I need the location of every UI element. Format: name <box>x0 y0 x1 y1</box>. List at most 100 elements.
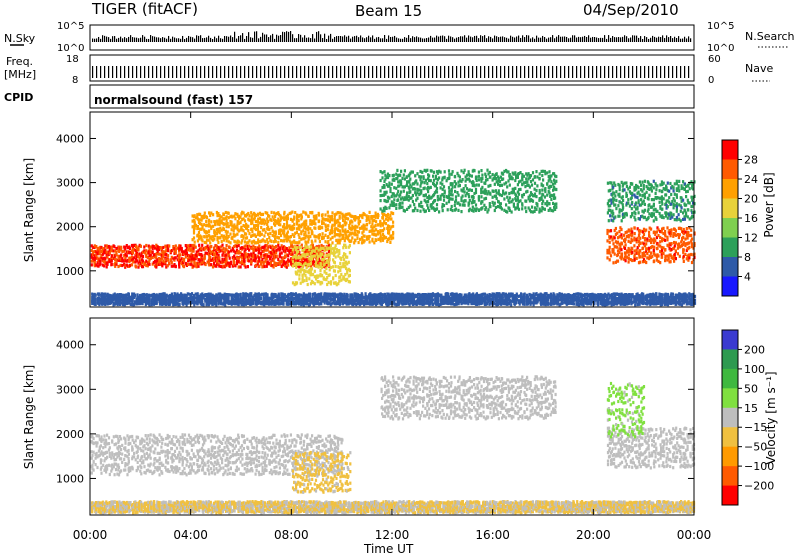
data-cell <box>204 251 207 255</box>
data-cell <box>395 203 398 207</box>
data-cell <box>205 241 208 245</box>
data-cell <box>403 169 406 173</box>
nsky-bar <box>412 36 414 42</box>
data-cell <box>268 214 271 218</box>
data-cell <box>345 236 348 240</box>
data-cell <box>481 185 484 189</box>
data-cell <box>435 190 439 194</box>
data-cell <box>92 294 95 299</box>
data-cell <box>259 300 263 305</box>
data-cell <box>690 237 694 241</box>
data-cell <box>111 296 114 300</box>
data-cell <box>481 190 484 194</box>
data-cell <box>227 297 230 301</box>
data-cell <box>682 217 685 221</box>
data-cell <box>421 170 424 174</box>
data-cell <box>332 249 336 253</box>
data-cell <box>348 223 351 228</box>
data-cell <box>190 259 193 264</box>
data-cell <box>293 239 296 243</box>
data-cell <box>641 252 644 256</box>
nsky-bar <box>324 33 326 42</box>
data-cell <box>477 178 481 182</box>
data-cell <box>158 257 161 261</box>
data-cell <box>156 297 159 301</box>
data-cell <box>295 220 298 224</box>
data-cell <box>329 282 332 286</box>
data-cell <box>224 210 227 215</box>
nsky-bar <box>504 37 506 42</box>
data-cell <box>322 245 325 249</box>
data-cell <box>106 246 109 250</box>
data-cell <box>246 258 249 263</box>
data-cell <box>257 213 260 217</box>
data-cell <box>299 267 302 272</box>
data-cell <box>291 295 294 299</box>
data-cell <box>636 207 639 211</box>
nsky-bar <box>474 35 476 42</box>
nsky-bar <box>414 37 416 42</box>
data-cell <box>430 206 433 210</box>
data-cell <box>321 258 324 262</box>
data-cell <box>438 176 441 180</box>
data-cell <box>279 215 283 219</box>
nsky-bar <box>530 38 532 42</box>
data-cell <box>633 244 636 248</box>
data-cell <box>291 258 294 262</box>
data-cell <box>448 172 451 176</box>
data-cell <box>298 236 301 240</box>
data-cell <box>650 240 653 245</box>
data-cell <box>201 214 204 219</box>
data-cell <box>235 259 239 263</box>
freq-bar <box>236 66 238 78</box>
freq-bar <box>512 66 514 78</box>
nsky-bar <box>576 37 578 42</box>
data-cell <box>427 190 430 194</box>
nsky-bar <box>374 38 376 42</box>
data-cell <box>623 188 626 192</box>
freq-bar <box>620 66 622 78</box>
data-cell <box>196 298 199 302</box>
data-cell <box>229 241 232 245</box>
data-cell <box>682 254 685 258</box>
data-cell <box>108 293 111 298</box>
data-cell <box>643 208 646 212</box>
data-cell <box>236 220 239 224</box>
data-cell <box>184 249 187 253</box>
data-cell <box>303 253 306 257</box>
data-cell <box>434 176 438 180</box>
nsky-bar <box>246 36 248 42</box>
data-cell <box>202 293 205 298</box>
data-cell <box>291 240 294 244</box>
data-cell <box>339 261 342 265</box>
data-cell <box>291 252 294 257</box>
data-cell <box>294 251 297 255</box>
data-cell <box>379 234 382 238</box>
nsky-bar <box>256 31 258 42</box>
data-cell <box>408 179 411 183</box>
data-cell <box>650 245 653 250</box>
data-cell <box>348 280 351 284</box>
data-cell <box>470 188 473 192</box>
data-cell <box>533 194 536 198</box>
data-cell <box>393 178 396 182</box>
data-cell <box>106 255 109 259</box>
data-cell <box>244 302 247 306</box>
data-cell <box>454 200 457 204</box>
data-cell <box>623 212 626 216</box>
data-cell <box>213 256 216 260</box>
data-cell <box>138 252 141 256</box>
data-cell <box>303 223 306 227</box>
data-cell <box>318 262 321 266</box>
data-cell <box>637 186 640 190</box>
data-cell <box>177 303 180 307</box>
data-cell <box>666 254 669 258</box>
nsky-bar <box>274 38 276 42</box>
data-cell <box>683 203 686 207</box>
data-cell <box>525 177 528 181</box>
data-cell <box>114 294 117 298</box>
data-cell <box>625 213 628 217</box>
data-cell <box>291 233 294 237</box>
data-cell <box>613 245 616 249</box>
data-cell <box>168 261 171 265</box>
